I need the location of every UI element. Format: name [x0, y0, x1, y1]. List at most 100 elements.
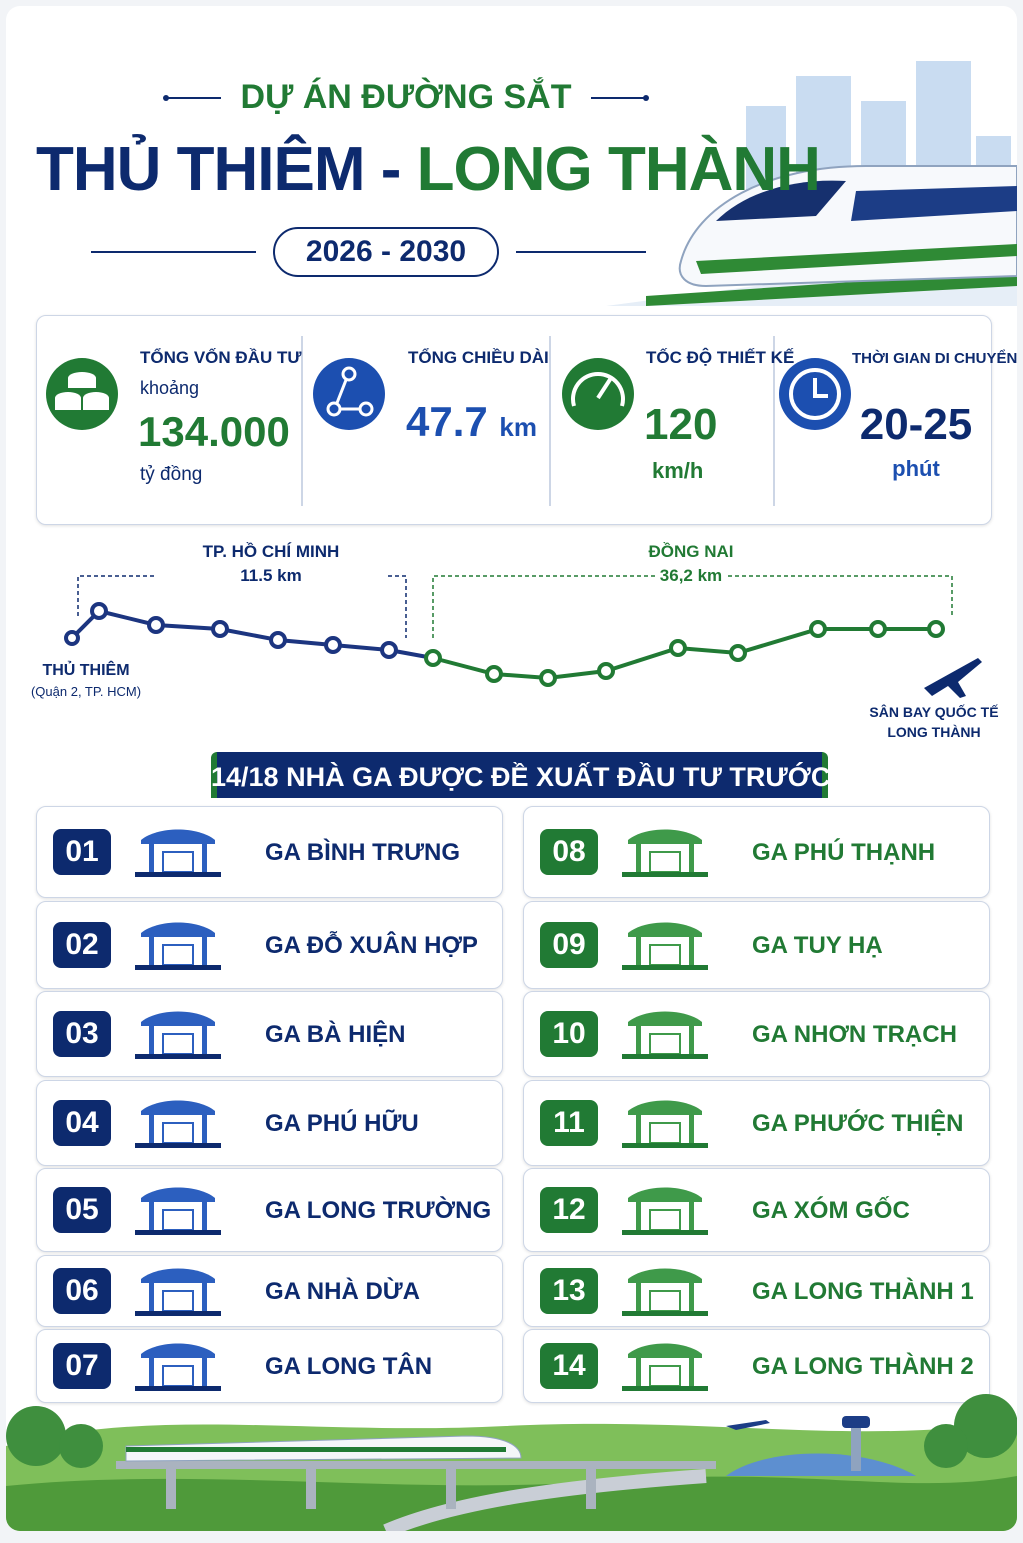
decoration: [729, 644, 747, 662]
decoration: [6, 1406, 66, 1466]
decoration: [149, 937, 154, 965]
decoration: [636, 844, 641, 872]
station-card: 01 GA BÌNH TRƯNG: [36, 806, 503, 898]
stat-label: TỔNG VỐN ĐẦU TƯ: [140, 348, 302, 367]
decoration: [636, 1283, 641, 1311]
stat-unit: km: [499, 412, 537, 442]
end-name: SÂN BAY QUỐC TẾ: [869, 704, 999, 720]
decoration: [125, 1435, 522, 1462]
route-dn: [432, 627, 936, 681]
station-number-badge: 04: [53, 1100, 111, 1146]
station-icon: [135, 1268, 221, 1316]
station-icon: [135, 1100, 221, 1148]
station-card: 06 GA NHÀ DỪA: [36, 1255, 503, 1327]
station-card: 12 GA XÓM GỐC: [523, 1168, 990, 1252]
decoration: [649, 1365, 681, 1387]
segment-length: 11.5 km: [156, 566, 386, 586]
stat-label: TỐC ĐỘ THIẾT KẾ: [646, 348, 795, 367]
decoration: [149, 844, 154, 872]
station-number-badge: 03: [53, 1011, 111, 1057]
segment-length-text: 11.5 km: [236, 566, 306, 585]
page-body: DỰ ÁN ĐƯỜNG SẮT THỦ THIÊM - LONG THÀNH 2…: [0, 6, 1023, 1543]
decoration: [135, 965, 221, 970]
station-name: GA NHÀ DỪA: [265, 1278, 421, 1305]
decoration: [6, 1394, 1017, 1468]
header-art: [91, 61, 1017, 306]
decoration: [162, 1290, 194, 1312]
decoration: [141, 1343, 215, 1358]
station-number-badge: 09: [540, 922, 598, 968]
decoration: [636, 1358, 641, 1386]
decoration: [924, 1424, 968, 1468]
station-name: GA PHÚ HỮU: [265, 1110, 419, 1137]
decoration: [149, 1115, 154, 1143]
station-card: 03 GA BÀ HIỆN: [36, 991, 503, 1077]
decoration: [135, 1230, 221, 1235]
station-name: GA LONG THÀNH 2: [752, 1353, 974, 1380]
stat-value: 20-25: [859, 400, 973, 449]
station-number-badge: 06: [53, 1268, 111, 1314]
segment-length: 36,2 km: [576, 566, 806, 586]
stat-value: 120: [644, 400, 718, 449]
station-card: 11 GA PHƯỚC THIỆN: [523, 1080, 990, 1166]
decoration: [669, 639, 687, 657]
title-part: THỦ THIÊM: [36, 135, 366, 204]
stat-unit: km/h: [652, 458, 704, 483]
decoration: [689, 1283, 694, 1311]
station-number-badge: 02: [53, 922, 111, 968]
stations-banner: [211, 752, 828, 798]
station-card: 09 GA TUY HẠ: [523, 901, 990, 989]
decoration: [636, 937, 641, 965]
station-number-badge: 12: [540, 1187, 598, 1233]
decoration: [628, 1343, 702, 1358]
decoration: [202, 1283, 207, 1311]
decoration: [149, 1202, 154, 1230]
decoration: [809, 620, 827, 638]
decoration: [306, 1469, 316, 1509]
decoration: [842, 1416, 870, 1428]
station-name: GA XÓM GỐC: [752, 1197, 910, 1224]
decoration: [628, 1268, 702, 1283]
station-card: 05 GA LONG TRƯỜNG: [36, 1168, 503, 1252]
decoration: [628, 1187, 702, 1202]
station-icon: [135, 1343, 221, 1391]
decoration: [166, 1469, 596, 1509]
stat-label: THỜI GIAN DI CHUYỂN: [852, 350, 1017, 367]
decoration: [696, 244, 1017, 274]
decoration: [202, 937, 207, 965]
decoration: [211, 620, 229, 638]
station-name: GA LONG THÀNH 1: [752, 1278, 974, 1305]
decoration: [689, 1358, 694, 1386]
decoration: [649, 944, 681, 966]
decoration: [954, 1394, 1017, 1458]
decoration: [636, 1115, 641, 1143]
decoration: [716, 180, 846, 221]
decoration: [689, 1202, 694, 1230]
station-icon: [622, 829, 708, 877]
decoration: [622, 965, 708, 970]
decoration: [689, 1115, 694, 1143]
decoration: [135, 1054, 221, 1059]
station-number-badge: 13: [540, 1268, 598, 1314]
decoration: [64, 630, 80, 646]
station-card: 10 GA NHƠN TRẠCH: [523, 991, 990, 1077]
decoration: [116, 1461, 716, 1469]
decoration: [622, 1143, 708, 1148]
decoration: [162, 944, 194, 966]
decoration: [90, 602, 108, 620]
decoration: [586, 1469, 596, 1509]
station-icon: [622, 922, 708, 970]
stat-unit: tỷ đồng: [140, 464, 203, 485]
station-card: 02 GA ĐỖ XUÂN HỢP: [36, 901, 503, 989]
decoration: [149, 1283, 154, 1311]
decoration: [163, 95, 169, 101]
decoration: [622, 1230, 708, 1235]
station-icon: [135, 829, 221, 877]
station-name: GA LONG TRƯỜNG: [265, 1197, 492, 1224]
decoration: [424, 649, 442, 667]
decoration: [141, 1268, 215, 1283]
decoration: [539, 669, 557, 687]
decoration: [324, 636, 342, 654]
decoration: [851, 1426, 861, 1471]
decoration: [927, 620, 945, 638]
